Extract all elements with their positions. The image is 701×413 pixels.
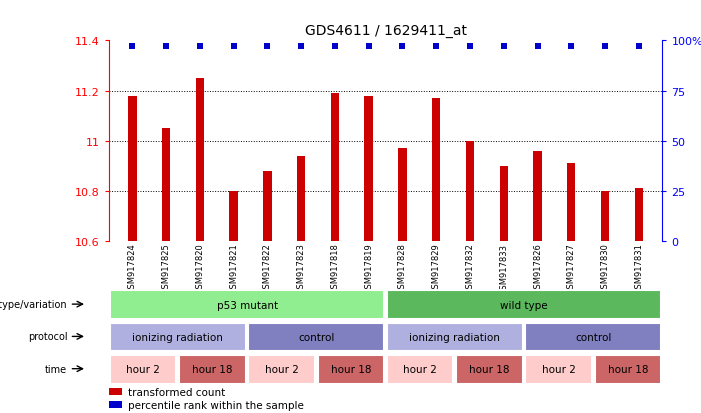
Text: hour 2: hour 2	[126, 364, 161, 375]
Text: control: control	[575, 332, 611, 342]
Text: hour 2: hour 2	[542, 364, 576, 375]
Point	[566, 44, 577, 51]
Point	[363, 44, 374, 51]
FancyBboxPatch shape	[109, 388, 123, 395]
FancyBboxPatch shape	[456, 355, 523, 384]
FancyBboxPatch shape	[387, 355, 454, 384]
FancyBboxPatch shape	[179, 355, 246, 384]
FancyBboxPatch shape	[387, 323, 523, 351]
Text: hour 2: hour 2	[403, 364, 437, 375]
Point	[430, 44, 442, 51]
Text: genotype/variation: genotype/variation	[0, 299, 67, 309]
Point	[296, 44, 307, 51]
Text: hour 18: hour 18	[608, 364, 648, 375]
Bar	[500, 166, 508, 242]
Text: hour 18: hour 18	[469, 364, 510, 375]
Bar	[533, 152, 542, 242]
FancyBboxPatch shape	[110, 291, 384, 319]
FancyBboxPatch shape	[318, 355, 384, 384]
Point	[161, 44, 172, 51]
Point	[261, 44, 273, 51]
FancyBboxPatch shape	[525, 355, 592, 384]
Point	[532, 44, 543, 51]
Bar	[601, 192, 609, 242]
Bar	[229, 192, 238, 242]
Bar	[162, 129, 170, 242]
Text: wild type: wild type	[501, 300, 547, 310]
Bar	[634, 189, 643, 242]
Text: percentile rank within the sample: percentile rank within the sample	[128, 400, 304, 410]
FancyBboxPatch shape	[387, 291, 661, 319]
Text: ionizing radiation: ionizing radiation	[409, 332, 501, 342]
Bar	[398, 149, 407, 242]
Point	[194, 44, 205, 51]
Bar	[465, 142, 474, 242]
Text: p53 mutant: p53 mutant	[217, 300, 278, 310]
Bar	[432, 99, 440, 242]
FancyBboxPatch shape	[110, 355, 177, 384]
Text: hour 2: hour 2	[265, 364, 299, 375]
FancyBboxPatch shape	[594, 355, 661, 384]
Text: time: time	[46, 364, 67, 374]
Point	[599, 44, 611, 51]
Text: ionizing radiation: ionizing radiation	[132, 332, 224, 342]
FancyBboxPatch shape	[110, 323, 246, 351]
Title: GDS4611 / 1629411_at: GDS4611 / 1629411_at	[304, 24, 467, 38]
FancyBboxPatch shape	[525, 323, 661, 351]
Bar	[263, 171, 271, 242]
Text: hour 18: hour 18	[331, 364, 372, 375]
FancyBboxPatch shape	[109, 401, 123, 408]
Text: protocol: protocol	[28, 332, 67, 342]
Point	[633, 44, 644, 51]
FancyBboxPatch shape	[248, 355, 315, 384]
Bar	[331, 94, 339, 242]
Point	[498, 44, 510, 51]
Point	[464, 44, 475, 51]
Bar	[567, 164, 576, 242]
Bar	[196, 79, 204, 242]
Bar	[297, 157, 306, 242]
Point	[329, 44, 341, 51]
Bar	[365, 96, 373, 242]
Point	[127, 44, 138, 51]
Text: control: control	[298, 332, 334, 342]
FancyBboxPatch shape	[248, 323, 384, 351]
Point	[397, 44, 408, 51]
Text: transformed count: transformed count	[128, 387, 225, 397]
Point	[228, 44, 239, 51]
Bar	[128, 96, 137, 242]
Text: hour 18: hour 18	[192, 364, 233, 375]
